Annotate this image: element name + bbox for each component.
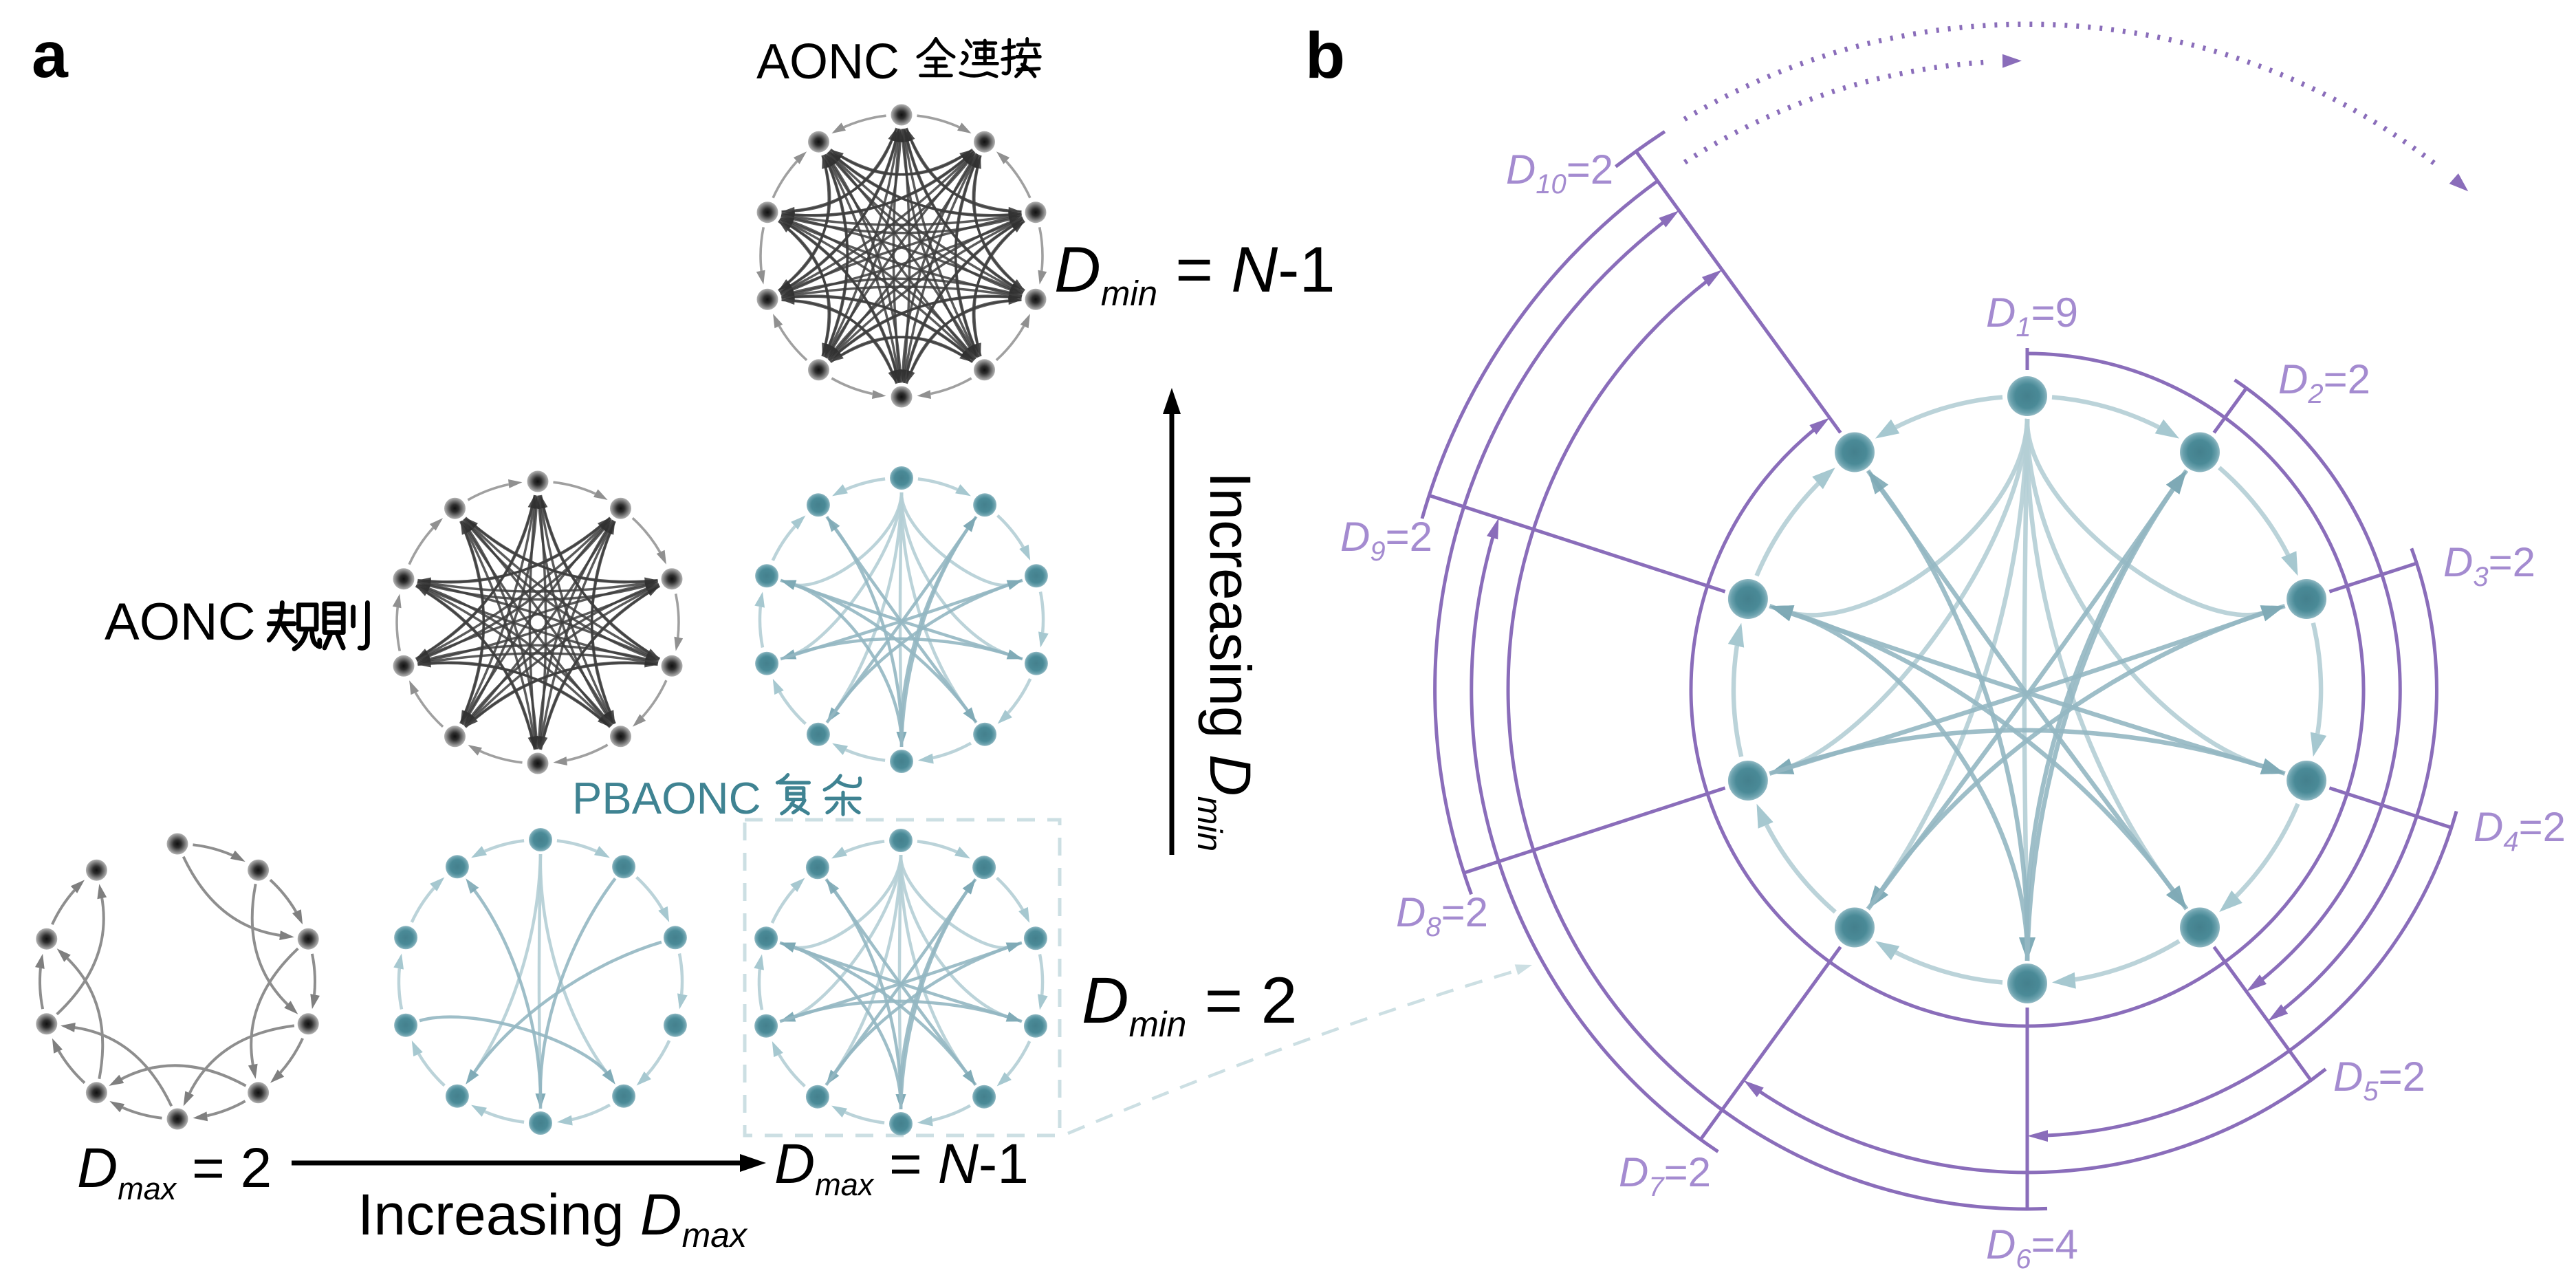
svg-text:D5=2: D5=2 — [2333, 1054, 2425, 1107]
svg-text:Dmin = 2: Dmin = 2 — [1082, 964, 1298, 1045]
svg-text:D7=2: D7=2 — [1619, 1149, 1711, 1202]
svg-text:AONC: AONC — [756, 34, 899, 89]
svg-text:D4=2: D4=2 — [2474, 804, 2566, 857]
svg-text:D3=2: D3=2 — [2443, 539, 2535, 592]
svg-text:AONC: AONC — [105, 593, 256, 651]
svg-text:D1=9: D1=9 — [1986, 290, 2078, 342]
svg-text:PBAONC: PBAONC — [572, 773, 761, 823]
svg-text:D6=4: D6=4 — [1986, 1221, 2078, 1273]
svg-text:D9=2: D9=2 — [1340, 514, 1432, 567]
svg-text:a: a — [32, 19, 69, 91]
svg-text:Dmax = N-1: Dmax = N-1 — [774, 1133, 1029, 1202]
svg-text:Increasing Dmin: Increasing Dmin — [1190, 472, 1263, 851]
svg-text:b: b — [1305, 19, 1345, 92]
svg-text:D8=2: D8=2 — [1396, 889, 1488, 942]
svg-text:D10=2: D10=2 — [1506, 146, 1613, 199]
svg-text:Dmin = N-1: Dmin = N-1 — [1054, 233, 1335, 313]
svg-text:Dmax = 2: Dmax = 2 — [77, 1137, 272, 1206]
svg-text:D2=2: D2=2 — [2278, 356, 2370, 409]
